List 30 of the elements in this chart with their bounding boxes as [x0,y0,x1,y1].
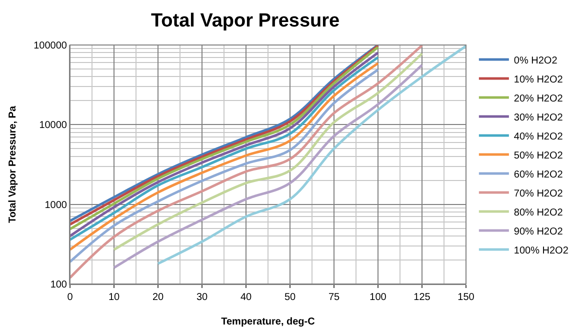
x-tick-label: 0 [67,292,74,303]
legend-label: 50% H2O2 [514,150,564,162]
x-tick-label: 100 [370,292,387,303]
x-tick-label: 30 [196,292,208,303]
x-tick-label: 50 [284,292,296,303]
legend-label: 30% H2O2 [514,112,564,124]
legend-label: 70% H2O2 [514,188,564,200]
legend-label: 40% H2O2 [514,131,564,142]
y-axis-title: Total Vapor Pressure, Pa [8,106,19,224]
x-tick-label: 125 [414,292,431,303]
legend-label: 10% H2O2 [514,74,564,86]
line-series [70,45,424,279]
legend-label: 90% H2O2 [514,226,564,238]
y-tick-label: 1000 [44,200,68,211]
x-axis-title: Temperature, deg-C [221,316,315,328]
chart-title: Total Vapor Pressure [150,10,340,32]
x-tick-label: 75 [328,292,340,303]
x-tick-label: 20 [152,292,164,303]
y-tick-label: 10000 [39,120,68,132]
legend-label: 80% H2O2 [514,207,564,218]
y-tick-label: 100000 [34,40,68,52]
legend-label: 0% H2O2 [514,55,558,66]
line-series [156,45,466,265]
legend-label: 100% H2O2 [514,245,569,256]
x-tick-label: 150 [458,292,475,303]
y-tick-label: 100 [50,280,68,290]
legend-label: 60% H2O2 [514,169,564,180]
x-tick-label: 40 [240,292,252,303]
x-tick-label: 10 [108,292,120,303]
legend-label: 20% H2O2 [514,93,564,104]
